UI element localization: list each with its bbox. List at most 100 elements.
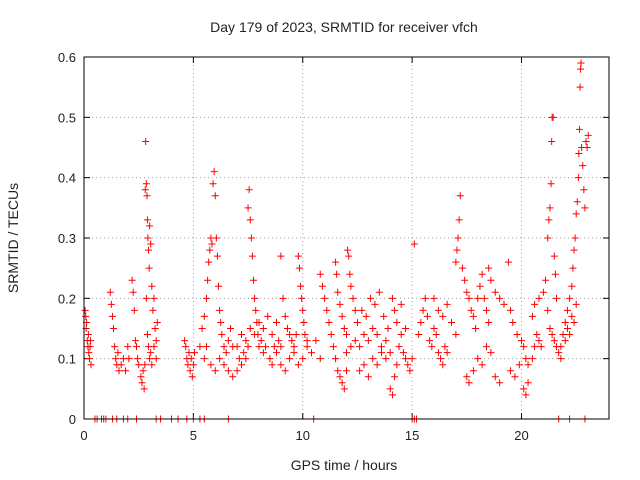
data-point (279, 294, 287, 302)
data-point (386, 349, 394, 357)
data-point (384, 325, 392, 332)
data-point (286, 355, 294, 363)
data-point (382, 355, 390, 363)
data-point (463, 288, 471, 296)
x-tick-label: 5 (190, 428, 197, 443)
x-axis-label: GPS time / hours (291, 457, 398, 473)
data-point (215, 282, 223, 290)
data-point (149, 306, 157, 314)
data-points (81, 59, 592, 423)
data-point (454, 234, 462, 242)
data-point (469, 367, 477, 375)
data-point (393, 318, 401, 326)
data-point (455, 216, 463, 224)
data-point (544, 306, 552, 314)
data-point (439, 312, 447, 320)
data-point (340, 385, 348, 393)
data-point (85, 349, 93, 357)
x-tick-label: 0 (80, 428, 87, 443)
data-point (369, 325, 377, 332)
data-point (131, 337, 139, 345)
data-point (133, 343, 140, 351)
x-tick-label: 15 (405, 428, 419, 443)
data-point (190, 349, 198, 357)
data-point (452, 331, 460, 339)
data-point (574, 174, 582, 182)
data-point (408, 355, 416, 363)
data-point (432, 331, 440, 339)
data-point (568, 312, 576, 320)
data-point (259, 349, 267, 357)
data-point (566, 331, 574, 339)
data-point (252, 306, 260, 314)
data-point (535, 337, 543, 345)
data-point (582, 137, 590, 145)
data-point (81, 306, 89, 314)
data-point (476, 282, 484, 290)
data-point (496, 294, 504, 302)
y-tick-label: 0.1 (58, 352, 76, 367)
data-point (217, 318, 225, 326)
data-point (290, 349, 298, 357)
data-point (246, 325, 254, 332)
plot-frame (83, 56, 610, 420)
data-point (550, 252, 558, 260)
data-point (266, 355, 274, 363)
data-point (351, 306, 359, 314)
data-point (292, 331, 300, 339)
data-point (439, 361, 447, 369)
data-point (402, 355, 410, 363)
data-point (487, 349, 495, 357)
data-point (143, 192, 151, 200)
data-point (570, 246, 578, 254)
data-point (255, 343, 263, 351)
data-point (566, 294, 574, 302)
data-point (262, 343, 270, 351)
data-point (148, 361, 156, 369)
data-point (286, 331, 294, 339)
data-point (270, 343, 278, 351)
data-point (349, 294, 357, 302)
data-point (575, 125, 583, 133)
data-point (212, 234, 220, 242)
data-point (458, 264, 466, 272)
data-point (107, 300, 115, 308)
data-point (378, 349, 385, 357)
data-point (299, 306, 307, 314)
data-point (520, 385, 528, 393)
data-point (515, 361, 523, 369)
data-point (575, 150, 583, 158)
data-point (186, 367, 194, 375)
data-point (277, 361, 285, 369)
data-point (208, 240, 216, 248)
data-point (82, 312, 90, 320)
data-point (577, 59, 585, 67)
data-point (480, 294, 488, 302)
data-point (318, 282, 326, 290)
data-point (343, 367, 350, 375)
data-point (189, 361, 197, 369)
data-point (137, 373, 145, 381)
data-point (373, 361, 381, 369)
data-point (347, 282, 355, 290)
data-point (308, 349, 315, 357)
data-point (569, 264, 577, 272)
data-point (264, 312, 272, 320)
data-point (125, 355, 133, 363)
data-point (465, 294, 473, 302)
data-point (152, 337, 160, 345)
data-point (576, 83, 584, 91)
data-point (360, 331, 368, 339)
data-point (182, 343, 190, 351)
data-point (528, 312, 536, 320)
data-point (85, 355, 93, 363)
data-point (295, 264, 303, 272)
data-point (203, 294, 210, 302)
data-point (336, 373, 344, 381)
data-point (240, 349, 248, 357)
data-point (268, 331, 276, 339)
data-point (299, 355, 307, 363)
data-point (474, 355, 482, 363)
data-point (465, 379, 473, 387)
